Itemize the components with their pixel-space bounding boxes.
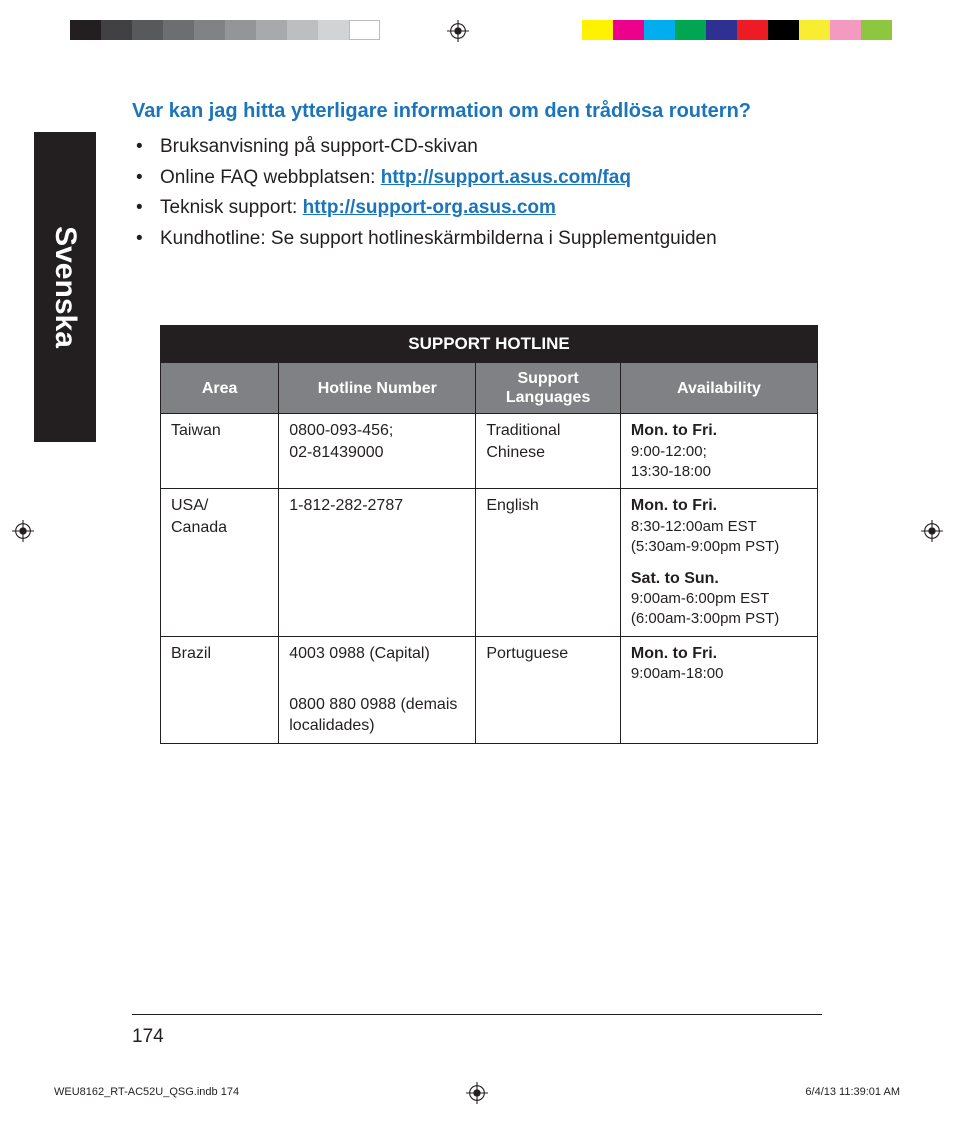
cell-availability: Mon. to Fri.9:00-12:00;13:30-18:00 — [620, 414, 817, 489]
registration-mark-icon — [466, 1082, 488, 1104]
cell-language: Portuguese — [476, 636, 621, 743]
faq-item: Teknisk support: http://support-org.asus… — [160, 194, 822, 223]
hue-swatches — [582, 20, 892, 40]
footer-filename: WEU8162_RT-AC52U_QSG.indb 174 — [54, 1086, 239, 1098]
cell-hotline: 1-812-282-2787 — [279, 489, 476, 636]
faq-item: Bruksanvisning på support-CD-skivan — [160, 133, 822, 162]
cell-area: Taiwan — [161, 414, 279, 489]
faq-item: Kundhotline: Se support hotlineskärmbild… — [160, 225, 822, 254]
registration-mark-icon — [447, 20, 469, 42]
hotline-table: SUPPORT HOTLINE AreaHotline NumberSuppor… — [160, 325, 818, 744]
cell-availability: Mon. to Fri.8:30-12:00am EST(5:30am-9:00… — [620, 489, 817, 636]
printer-color-bar — [70, 20, 892, 40]
faq-item: Online FAQ webbplatsen: http://support.a… — [160, 164, 822, 193]
faq-link[interactable]: http://support-org.asus.com — [303, 197, 556, 218]
cell-area: Brazil — [161, 636, 279, 743]
registration-mark-icon — [921, 520, 943, 542]
table-column-header: Area — [161, 363, 279, 414]
cell-area: USA/Canada — [161, 489, 279, 636]
table-row: Taiwan0800-093-456;02-81439000Traditiona… — [161, 414, 818, 489]
table-row: USA/Canada1-812-282-2787EnglishMon. to F… — [161, 489, 818, 636]
cell-availability: Mon. to Fri.9:00am-18:00 — [620, 636, 817, 743]
language-tab: Svenska — [34, 132, 96, 442]
cell-language: Traditional Chinese — [476, 414, 621, 489]
print-footer: WEU8162_RT-AC52U_QSG.indb 174 6/4/13 11:… — [54, 1086, 900, 1098]
table-column-header: Availability — [620, 363, 817, 414]
page-number: 174 — [132, 1026, 164, 1048]
table-column-header: Hotline Number — [279, 363, 476, 414]
page-rule — [132, 1014, 822, 1015]
registration-mark-icon — [12, 520, 34, 542]
faq-list: Bruksanvisning på support-CD-skivanOnlin… — [132, 133, 822, 253]
cell-language: English — [476, 489, 621, 636]
hotline-table-wrap: SUPPORT HOTLINE AreaHotline NumberSuppor… — [160, 325, 818, 744]
section-heading: Var kan jag hitta ytterligare informatio… — [132, 100, 822, 123]
faq-link[interactable]: http://support.asus.com/faq — [381, 167, 631, 188]
cell-hotline: 4003 0988 (Capital)0800 880 0988 (demais… — [279, 636, 476, 743]
table-row: Brazil4003 0988 (Capital)0800 880 0988 (… — [161, 636, 818, 743]
table-column-header: SupportLanguages — [476, 363, 621, 414]
page-content: Var kan jag hitta ytterligare informatio… — [132, 100, 822, 744]
table-title: SUPPORT HOTLINE — [161, 326, 818, 363]
mono-swatches — [70, 20, 380, 40]
cell-hotline: 0800-093-456;02-81439000 — [279, 414, 476, 489]
language-tab-label: Svenska — [48, 226, 82, 348]
footer-datetime: 6/4/13 11:39:01 AM — [805, 1086, 900, 1098]
